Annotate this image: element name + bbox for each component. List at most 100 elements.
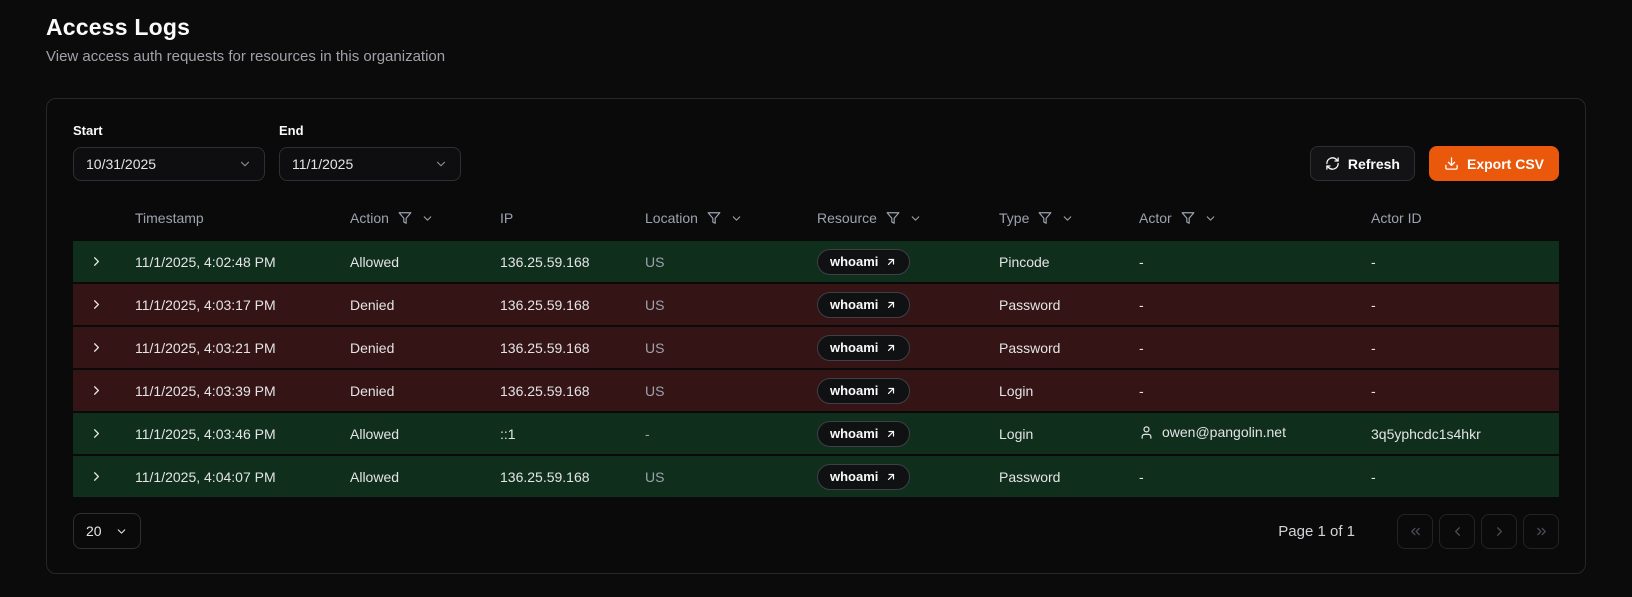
expand-row-button[interactable] (83, 421, 109, 447)
chevron-down-icon[interactable] (730, 212, 743, 225)
timestamp-cell: 11/1/2025, 4:04:07 PM (135, 468, 276, 485)
table-row[interactable]: 11/1/2025, 4:02:48 PM Allowed 136.25.59.… (73, 241, 1559, 282)
filter-icon[interactable] (886, 211, 900, 225)
end-date-label: End (279, 123, 304, 138)
expand-cell (73, 335, 119, 361)
date-filters: Start 10/31/2025 End 11/1/2025 (73, 123, 461, 181)
actor-name: - (1139, 468, 1144, 485)
arrow-up-right-icon (885, 342, 897, 354)
column-label: Location (645, 210, 698, 226)
refresh-button[interactable]: Refresh (1309, 146, 1415, 181)
table-row[interactable]: 11/1/2025, 4:04:07 PM Allowed 136.25.59.… (73, 456, 1559, 497)
resource-badge[interactable]: whoami (817, 248, 911, 275)
person-icon (1139, 425, 1154, 440)
resource-cell: whoami (801, 248, 983, 275)
expand-cell (73, 292, 119, 318)
refresh-icon (1325, 156, 1340, 171)
chevron-down-icon[interactable] (1061, 212, 1074, 225)
resource-name: whoami (830, 426, 879, 441)
access-logs-card: Start 10/31/2025 End 11/1/2025 (46, 98, 1586, 574)
actor-cell: - (1123, 383, 1355, 399)
actor-cell: owen@pangolin.net (1123, 424, 1355, 443)
expand-row-button[interactable] (83, 378, 109, 404)
filter-icon[interactable] (1038, 211, 1052, 225)
table-row[interactable]: 11/1/2025, 4:03:21 PM Denied 136.25.59.1… (73, 327, 1559, 368)
expand-cell (73, 249, 119, 275)
actor-name: - (1139, 339, 1144, 356)
column-header-action: Action (334, 210, 484, 226)
resource-badge[interactable]: whoami (817, 291, 911, 318)
arrow-up-right-icon (885, 471, 897, 483)
column-label: Actor (1139, 210, 1172, 226)
filter-icon[interactable] (398, 211, 412, 225)
end-date-value: 11/1/2025 (292, 156, 354, 172)
action-cell: Denied (350, 382, 395, 399)
chevron-right-icon (1492, 524, 1507, 539)
start-date-select[interactable]: 10/31/2025 (73, 147, 265, 181)
page-subtitle: View access auth requests for resources … (46, 48, 446, 65)
expand-row-button[interactable] (83, 249, 109, 275)
export-csv-button-label: Export CSV (1466, 155, 1544, 172)
expand-row-button[interactable] (83, 335, 109, 361)
page-size-value: 20 (86, 523, 102, 539)
actor-id-cell: - (1371, 296, 1376, 313)
table-row[interactable]: 11/1/2025, 4:03:39 PM Denied 136.25.59.1… (73, 370, 1559, 411)
arrow-up-right-icon (885, 256, 897, 268)
expand-row-button[interactable] (83, 464, 109, 490)
last-page-button[interactable] (1523, 513, 1559, 549)
timestamp-cell: 11/1/2025, 4:02:48 PM (135, 253, 276, 270)
start-date-value: 10/31/2025 (86, 156, 157, 172)
chevron-down-icon[interactable] (1204, 212, 1217, 225)
actor-cell: - (1123, 340, 1355, 356)
export-csv-button[interactable]: Export CSV (1428, 146, 1559, 181)
location-cell: US (645, 468, 665, 485)
location-cell: US (645, 296, 665, 313)
action-cell: Denied (350, 339, 395, 356)
ip-cell: 136.25.59.168 (500, 253, 590, 270)
resource-name: whoami (830, 469, 879, 484)
access-logs-page: Access Logs View access auth requests fo… (46, 14, 1586, 574)
end-date-select[interactable]: 11/1/2025 (279, 147, 461, 181)
ip-cell: ::1 (500, 425, 516, 442)
chevron-down-icon (238, 157, 252, 171)
chevron-down-icon (115, 525, 128, 538)
actor-id-cell: - (1371, 382, 1376, 399)
actor-name: - (1139, 253, 1144, 270)
table-body: 11/1/2025, 4:02:48 PM Allowed 136.25.59.… (73, 241, 1559, 497)
chevrons-left-icon (1408, 524, 1423, 539)
type-cell: Password (999, 296, 1061, 313)
chevron-down-icon[interactable] (421, 212, 434, 225)
previous-page-button[interactable] (1439, 513, 1475, 549)
resource-badge[interactable]: whoami (817, 420, 911, 447)
end-date-field: End 11/1/2025 (279, 123, 461, 181)
location-cell: US (645, 253, 665, 270)
filter-icon[interactable] (707, 211, 721, 225)
resource-badge[interactable]: whoami (817, 463, 911, 490)
arrow-up-right-icon (885, 428, 897, 440)
ip-cell: 136.25.59.168 (500, 382, 590, 399)
resource-cell: whoami (801, 377, 983, 404)
resource-badge[interactable]: whoami (817, 377, 911, 404)
table-row[interactable]: 11/1/2025, 4:03:17 PM Denied 136.25.59.1… (73, 284, 1559, 325)
actor-id-cell: 3q5yphcdc1s4hkr (1371, 425, 1481, 442)
actor-name: - (1139, 296, 1144, 313)
page-size-select[interactable]: 20 (73, 513, 141, 549)
ip-cell: 136.25.59.168 (500, 339, 590, 356)
column-label: Action (350, 210, 389, 226)
next-page-button[interactable] (1481, 513, 1517, 549)
column-header-actor-id: Actor ID (1355, 210, 1559, 226)
type-cell: Login (999, 425, 1034, 442)
column-header-actor: Actor (1123, 210, 1355, 226)
chevron-down-icon[interactable] (909, 212, 922, 225)
expand-cell (73, 378, 119, 404)
resource-badge[interactable]: whoami (817, 334, 911, 361)
filter-icon[interactable] (1181, 211, 1195, 225)
type-cell: Password (999, 339, 1061, 356)
resource-name: whoami (830, 340, 879, 355)
location-cell: - (645, 425, 650, 442)
first-page-button[interactable] (1397, 513, 1433, 549)
refresh-button-label: Refresh (1347, 155, 1400, 172)
column-label: Actor ID (1371, 210, 1422, 226)
expand-row-button[interactable] (83, 292, 109, 318)
table-row[interactable]: 11/1/2025, 4:03:46 PM Allowed ::1 - whoa… (73, 413, 1559, 454)
